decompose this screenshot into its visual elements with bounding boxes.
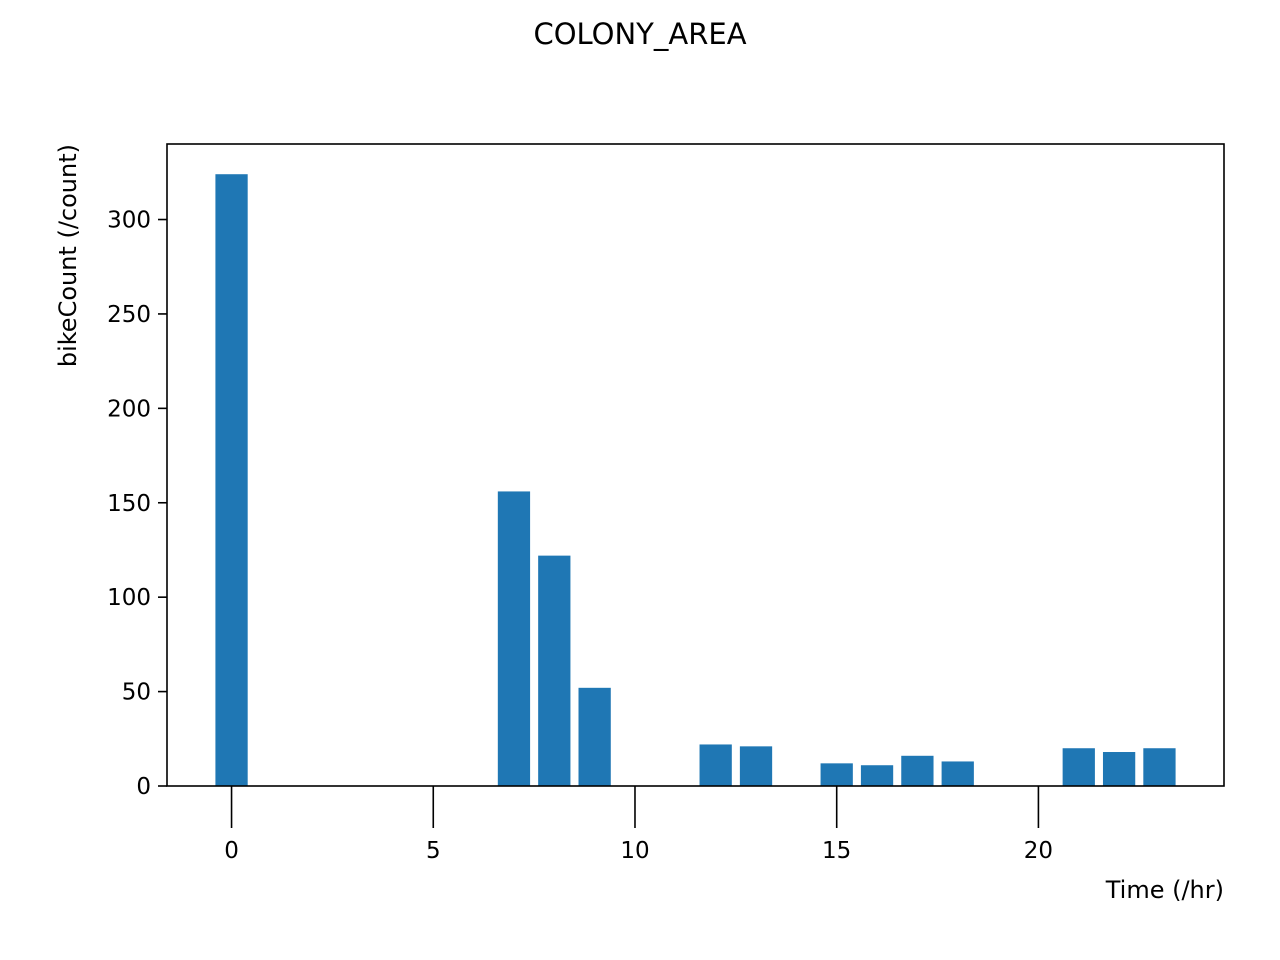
bars-group (215, 174, 1176, 786)
bar (739, 746, 773, 786)
chart-title: COLONY_AREA (533, 17, 746, 51)
x-tick-label: 5 (426, 838, 441, 864)
y-tick-label: 200 (107, 396, 151, 422)
bar (1102, 752, 1136, 786)
bar (1143, 748, 1176, 786)
bar (860, 765, 894, 786)
y-tick-label: 100 (107, 585, 151, 611)
bar (699, 744, 732, 786)
y-axis-label: bikeCount (/count) (54, 144, 82, 367)
x-axis-ticks: 0 5 10 15 20 (224, 786, 1053, 864)
x-tick-label: 10 (620, 838, 649, 864)
x-tick-label: 20 (1024, 838, 1053, 864)
bar (215, 174, 248, 786)
x-axis-label: Time (/hr) (1105, 876, 1224, 904)
y-tick-label: 150 (107, 491, 151, 517)
bar (1062, 748, 1095, 786)
y-axis-ticks: 0 50 100 150 200 250 300 (107, 208, 167, 800)
y-tick-label: 250 (107, 302, 151, 328)
y-tick-label: 50 (122, 680, 151, 706)
y-tick-label: 300 (107, 208, 151, 234)
bar (578, 687, 611, 786)
bar (941, 761, 974, 786)
x-tick-label: 0 (224, 838, 239, 864)
plot-frame (166, 143, 1225, 787)
bar (901, 755, 934, 786)
bar (820, 763, 853, 786)
bar (497, 491, 531, 786)
x-tick-label: 15 (822, 838, 851, 864)
y-tick-label: 0 (136, 774, 151, 800)
bar (538, 555, 571, 786)
